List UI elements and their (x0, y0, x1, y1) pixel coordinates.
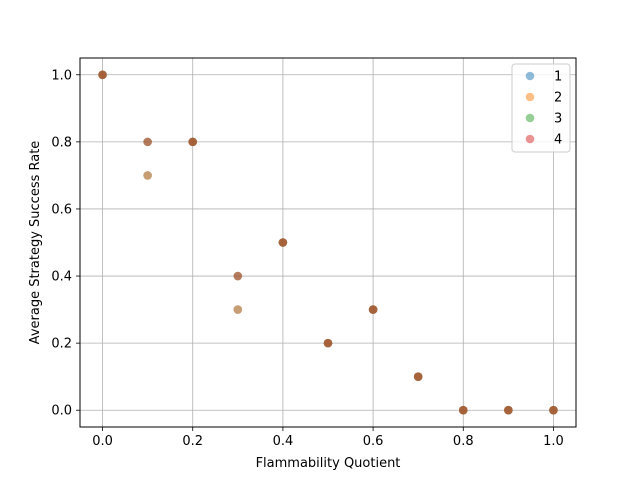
legend-marker (525, 134, 535, 144)
data-point (413, 372, 423, 381)
data-point (143, 137, 152, 147)
data-point (233, 271, 243, 281)
data-point (458, 405, 468, 415)
legend-item: 1 (525, 70, 562, 85)
series-3 (98, 70, 558, 415)
legend-label: 2 (554, 91, 562, 106)
x-tick-label: 1.0 (543, 434, 564, 449)
series-1 (98, 70, 558, 415)
x-tick-label: 0.4 (273, 434, 294, 449)
y-axis-ticks: 0.0 0.2 0.4 0.6 0.8 1.0 (51, 68, 80, 419)
data-point (143, 171, 152, 180)
legend-marker (525, 71, 535, 81)
plot-area-frame (79, 57, 577, 428)
data-points (98, 70, 558, 415)
legend-box (511, 63, 571, 153)
data-point (98, 70, 107, 80)
y-tick-label: 1.0 (51, 68, 72, 83)
data-point (188, 137, 198, 147)
y-tick-label: 0.4 (51, 270, 72, 285)
legend-label: 3 (554, 112, 562, 127)
legend-item: 4 (525, 133, 562, 148)
legend-item: 3 (525, 112, 562, 127)
legend-item: 2 (525, 91, 562, 106)
x-axis-label: Flammability Quotient (256, 456, 401, 471)
x-tick-label: 0.2 (182, 434, 203, 449)
grid (80, 58, 576, 427)
y-tick-label: 0.6 (51, 202, 72, 217)
data-point (233, 305, 243, 314)
data-point (504, 405, 513, 415)
legend: 1 2 3 4 (511, 63, 571, 153)
legend-marker (525, 113, 535, 123)
x-axis-ticks: 0.0 0.2 0.4 0.6 0.8 1.0 (92, 427, 564, 449)
legend-marker (525, 92, 535, 102)
x-tick-label: 0.0 (92, 434, 113, 449)
data-point (323, 338, 333, 348)
data-point (549, 405, 558, 415)
series-4 (98, 70, 558, 415)
legend-label: 4 (554, 133, 562, 148)
legend-label: 1 (554, 70, 562, 85)
y-tick-label: 0.2 (51, 337, 72, 352)
x-tick-label: 0.8 (453, 434, 474, 449)
series-2 (98, 70, 558, 415)
y-tick-label: 0.0 (51, 404, 72, 419)
data-point (278, 238, 288, 247)
x-tick-label: 0.6 (363, 434, 384, 449)
data-point (368, 305, 378, 314)
y-tick-label: 0.8 (51, 135, 72, 150)
y-axis-label: Average Strategy Success Rate (28, 141, 43, 345)
